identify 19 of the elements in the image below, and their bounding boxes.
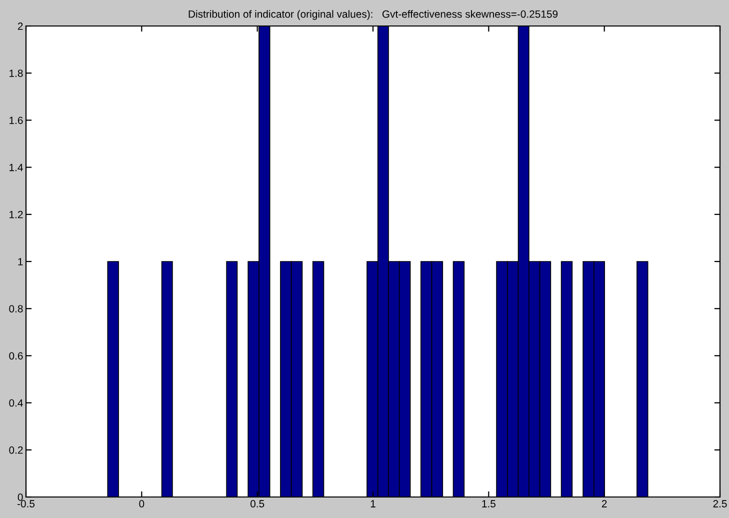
chart-title: Distribution of indicator (original values): Gvt-effectiveness skewness=-0.25159 — [188, 10, 558, 20]
y-tick-label: 0 — [18, 494, 23, 501]
y-tick-label: 1.6 — [10, 116, 23, 124]
y-tick-label: 1 — [18, 258, 23, 266]
x-tick-label: -0.5 — [17, 500, 35, 508]
x-tick-label: 2 — [602, 500, 607, 508]
y-tick-label: 1.2 — [10, 210, 23, 218]
y-tick-label: 0.2 — [9, 446, 23, 454]
x-tick-label: 1 — [370, 500, 376, 508]
y-tick-label: 0.4 — [9, 399, 23, 407]
y-tick-label: 1.4 — [10, 164, 23, 172]
y-tick-label: 0.6 — [9, 352, 23, 360]
x-tick-label: 0.5 — [250, 500, 264, 508]
y-tick-label: 2 — [18, 22, 23, 30]
x-tick-label: 2.5 — [713, 500, 727, 508]
x-tick-label: 0 — [139, 500, 144, 508]
y-tick-label: 0.8 — [9, 305, 23, 312]
y-tick-label: 1.8 — [10, 70, 23, 77]
x-tick-label: 1.5 — [482, 500, 496, 508]
